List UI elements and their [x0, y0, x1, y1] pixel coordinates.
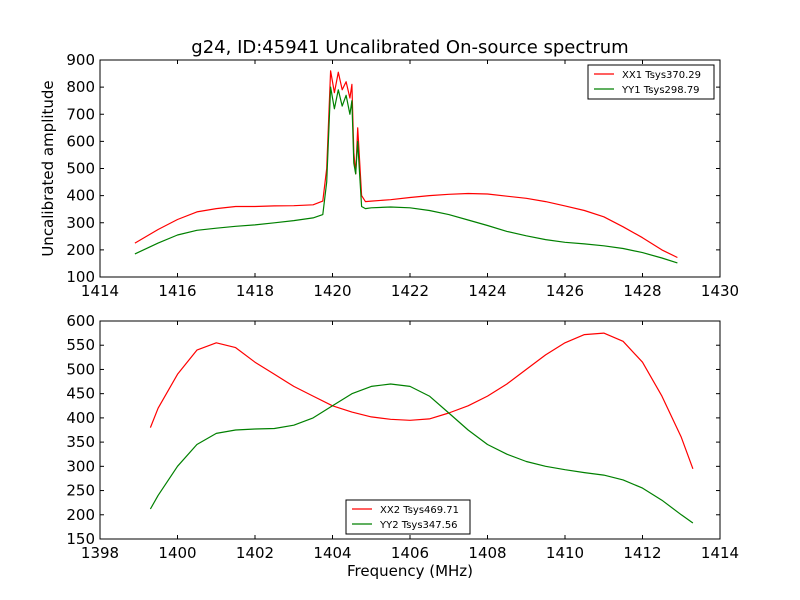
- x-tick-label: 1416: [158, 282, 196, 300]
- y-tick-label: 600: [66, 132, 95, 150]
- y-axis-label: Uncalibrated amplitude: [39, 80, 57, 256]
- legend: XX1 Tsys370.29 YY1 Tsys298.79: [587, 64, 715, 100]
- x-tick-label: 1412: [623, 544, 661, 562]
- y-tick-label: 300: [66, 214, 95, 232]
- series-line-2-1: [149, 332, 694, 470]
- legend-entry-label: YY1 Tsys298.79: [621, 85, 700, 96]
- y-tick-label: 550: [66, 336, 95, 354]
- y-tick-label: 450: [66, 385, 95, 403]
- x-tick-label: 1398: [81, 544, 119, 562]
- x-tick-label: 1414: [701, 544, 739, 562]
- x-tick-label: 1422: [391, 282, 429, 300]
- legend-entry-label: YY2 Tsys347.56: [379, 520, 458, 531]
- x-tick-label: 1406: [391, 544, 429, 562]
- top-axes: 1414 1416 1418 1420 1422 1424 1426 1428 1430 100 2…: [39, 51, 739, 300]
- chart-title: g24, ID:45941 Uncalibrated On-source spe…: [191, 37, 628, 58]
- x-tick-label: 1428: [623, 282, 661, 300]
- x-tick-label: 1426: [546, 282, 584, 300]
- x-tick-label: 1404: [313, 544, 351, 562]
- x-tick-label: 1430: [701, 282, 739, 300]
- y-tick-label: 150: [66, 530, 95, 548]
- legend-entry-label: XX1 Tsys370.29: [622, 70, 701, 81]
- series-line-1-2: [134, 86, 678, 264]
- y-tick-label: 350: [66, 433, 95, 451]
- x-tick-label: 1418: [236, 282, 274, 300]
- y-tick-label: 300: [66, 457, 95, 475]
- y-tick-label: 200: [66, 241, 95, 259]
- y-tick-label: 500: [66, 360, 95, 378]
- legend: XX2 Tsys469.71 YY2 Tsys347.56: [345, 499, 471, 535]
- y-tick-label: 600: [66, 312, 95, 330]
- x-tick-label: 1420: [313, 282, 351, 300]
- y-tick-label: 900: [66, 51, 95, 69]
- y-tick-label: 250: [66, 482, 95, 500]
- x-tick-label: 1424: [468, 282, 506, 300]
- bottom-axes: 1398 1400 1402 1404 1406 1408 1410 1412 1414 150 2…: [66, 312, 739, 580]
- series-line-2-2: [149, 383, 694, 524]
- y-tick-label: 400: [66, 187, 95, 205]
- y-tick-label: 100: [66, 268, 95, 286]
- y-tick-label: 400: [66, 409, 95, 427]
- y-tick-label: 500: [66, 160, 95, 178]
- x-tick-label: 1410: [546, 544, 584, 562]
- legend-box: [587, 64, 715, 100]
- y-tick-label: 700: [66, 105, 95, 123]
- y-tick-label: 800: [66, 78, 95, 96]
- legend-box: [345, 499, 471, 535]
- x-tick-label: 1408: [468, 544, 506, 562]
- legend-entry-label: XX2 Tsys469.71: [380, 505, 459, 516]
- x-axis-label: Frequency (MHz): [347, 562, 473, 580]
- x-tick-label: 1402: [236, 544, 274, 562]
- y-tick-label: 200: [66, 506, 95, 524]
- x-tick-label: 1414: [81, 282, 119, 300]
- x-tick-label: 1400: [158, 544, 196, 562]
